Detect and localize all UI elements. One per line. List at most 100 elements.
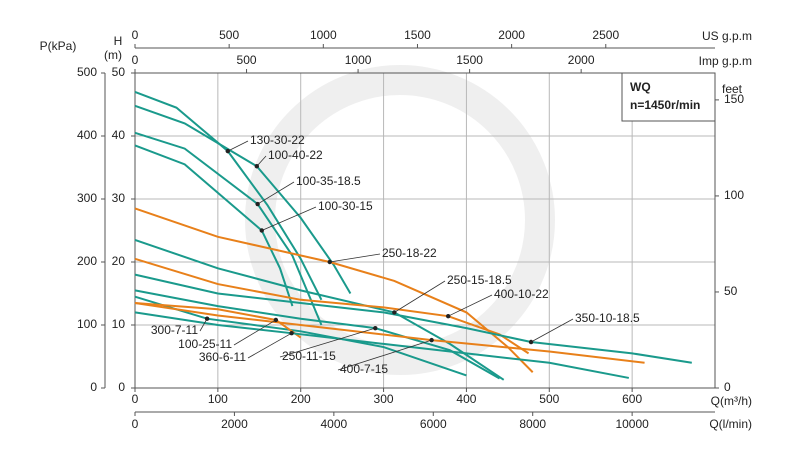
speed-label: n=1450r/min	[630, 98, 700, 112]
y-tick-label: 10	[112, 317, 126, 331]
curve-point	[289, 330, 294, 336]
curve-point	[429, 337, 434, 343]
model-label: WQ	[630, 80, 651, 94]
y-tick-label: 30	[112, 191, 126, 205]
curve-label: 100-40-22	[268, 148, 323, 162]
leader-line	[261, 206, 317, 231]
curve-label: 400-10-22	[494, 287, 549, 301]
leader-line	[448, 294, 493, 317]
secondary-tick-label: 2000	[568, 53, 595, 67]
curve-point	[255, 201, 260, 207]
secondary-tick-label: 100	[724, 188, 744, 202]
watermark	[245, 65, 555, 375]
secondary-axis-title: Imp g.p.m	[699, 54, 752, 68]
leader-line	[337, 339, 432, 371]
secondary-tick-label: 0	[132, 417, 139, 431]
secondary-tick-label: 0	[132, 53, 139, 67]
pump-curve	[134, 239, 505, 381]
secondary-tick-label: 200	[77, 254, 97, 268]
secondary-tick-label: 500	[77, 65, 97, 79]
secondary-tick-label: 100	[77, 317, 97, 331]
curve-label: 130-30-22	[250, 133, 305, 147]
secondary-tick-label: 0	[724, 380, 731, 394]
pump-curve	[134, 104, 352, 295]
secondary-axis-title: Q(l/min)	[709, 417, 752, 431]
secondary-tick-label: 1500	[404, 28, 431, 42]
x-tick-label: 400	[456, 392, 476, 406]
leader-line	[257, 181, 295, 205]
secondary-tick-label: 2000	[221, 417, 248, 431]
curve-point	[327, 259, 332, 265]
pump-curve	[134, 273, 692, 364]
secondary-axis-title: P(kPa)	[40, 39, 77, 53]
curve-label: 100-35-18.5	[296, 174, 361, 188]
secondary-tick-label: 500	[237, 53, 257, 67]
leader-line	[256, 155, 267, 167]
x-tick-label: 500	[539, 392, 559, 406]
watermark-ring	[245, 65, 555, 375]
pump-curve	[134, 90, 323, 301]
secondary-axis-title: feet	[722, 82, 743, 96]
leader-line	[279, 327, 376, 358]
curve-label: 360-6-11	[199, 350, 246, 364]
pump-curve	[134, 289, 501, 380]
curve-point	[204, 316, 210, 321]
leader-line	[329, 253, 381, 263]
pump-curve	[134, 295, 467, 377]
y-axis-unit: (m)	[104, 48, 122, 62]
curve-label: 250-15-18.5	[447, 273, 512, 287]
x-axis-title: Q(m³/h)	[711, 394, 752, 408]
curve-point	[225, 148, 230, 154]
secondary-tick-label: 4000	[320, 417, 347, 431]
leader-line	[227, 140, 249, 152]
curve-label: 300-7-11	[151, 323, 198, 337]
secondary-tick-label: 6000	[420, 417, 447, 431]
secondary-tick-label: 0	[132, 28, 139, 42]
leader-line	[530, 318, 574, 343]
y-tick-label: 0	[118, 380, 125, 394]
secondary-tick-label: 0	[90, 380, 97, 394]
x-tick-label: 0	[132, 392, 139, 406]
curve-label: 250-18-22	[382, 246, 437, 260]
curve-label: 350-10-18.5	[575, 311, 640, 325]
curve-point	[392, 310, 397, 315]
y-tick-label: 40	[112, 128, 126, 142]
secondary-tick-label: 10000	[615, 417, 649, 431]
x-tick-label: 600	[622, 392, 642, 406]
leader-line	[233, 319, 277, 346]
secondary-tick-label: 1500	[456, 53, 483, 67]
pump-curve	[134, 301, 645, 364]
pump-curve	[134, 311, 630, 379]
info-box	[621, 72, 716, 122]
secondary-axis-title: US g.p.m	[702, 29, 752, 43]
curve-label: 250-11-15	[282, 349, 336, 363]
curve-label: 100-25-11	[178, 337, 232, 351]
secondary-tick-label: 8000	[519, 417, 546, 431]
x-tick-label: 100	[208, 392, 228, 406]
secondary-tick-label: 2000	[498, 28, 525, 42]
curve-point	[528, 339, 534, 345]
pump-curve	[134, 301, 302, 339]
leader-line	[394, 280, 446, 313]
x-tick-label: 300	[374, 392, 394, 406]
curves	[134, 90, 692, 381]
curve-point	[373, 325, 378, 331]
curve-label: 400-7-15	[340, 362, 388, 376]
secondary-tick-label: 150	[724, 92, 744, 106]
y-axis-title: H	[114, 34, 123, 48]
curve-point	[259, 228, 264, 233]
leader-line	[247, 332, 292, 359]
curve-point	[273, 317, 279, 323]
curve-point	[446, 313, 451, 319]
secondary-tick-label: 1000	[310, 28, 337, 42]
leader-line	[199, 318, 208, 332]
secondary-tick-label: 2500	[592, 28, 619, 42]
secondary-tick-label: 50	[724, 284, 738, 298]
x-tick-label: 200	[291, 392, 311, 406]
secondary-tick-label: 300	[77, 191, 97, 205]
curve-point	[254, 164, 259, 169]
secondary-tick-label: 1000	[345, 53, 372, 67]
